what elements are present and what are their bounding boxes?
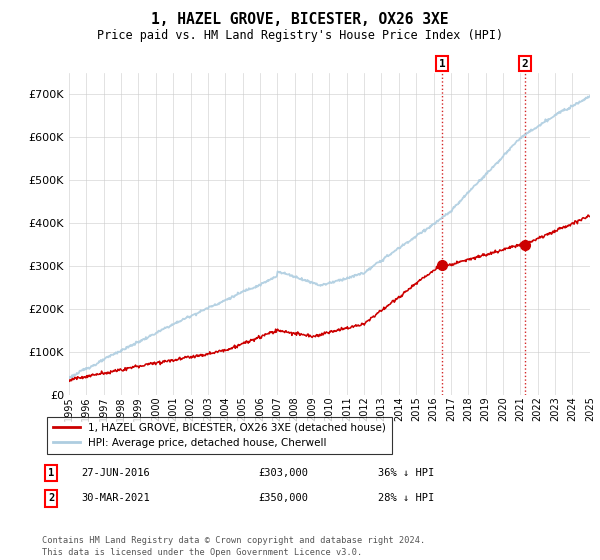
Text: Price paid vs. HM Land Registry's House Price Index (HPI): Price paid vs. HM Land Registry's House … — [97, 29, 503, 42]
Text: 1, HAZEL GROVE, BICESTER, OX26 3XE: 1, HAZEL GROVE, BICESTER, OX26 3XE — [151, 12, 449, 27]
Text: 28% ↓ HPI: 28% ↓ HPI — [378, 493, 434, 503]
Text: 30-MAR-2021: 30-MAR-2021 — [81, 493, 150, 503]
Text: 2: 2 — [48, 493, 54, 503]
Text: 1: 1 — [439, 59, 446, 69]
Text: 2: 2 — [521, 59, 528, 69]
Text: £303,000: £303,000 — [258, 468, 308, 478]
Text: 36% ↓ HPI: 36% ↓ HPI — [378, 468, 434, 478]
Text: 1: 1 — [48, 468, 54, 478]
Text: £350,000: £350,000 — [258, 493, 308, 503]
Text: 27-JUN-2016: 27-JUN-2016 — [81, 468, 150, 478]
Legend: 1, HAZEL GROVE, BICESTER, OX26 3XE (detached house), HPI: Average price, detache: 1, HAZEL GROVE, BICESTER, OX26 3XE (deta… — [47, 417, 392, 454]
Text: Contains HM Land Registry data © Crown copyright and database right 2024.
This d: Contains HM Land Registry data © Crown c… — [42, 536, 425, 557]
